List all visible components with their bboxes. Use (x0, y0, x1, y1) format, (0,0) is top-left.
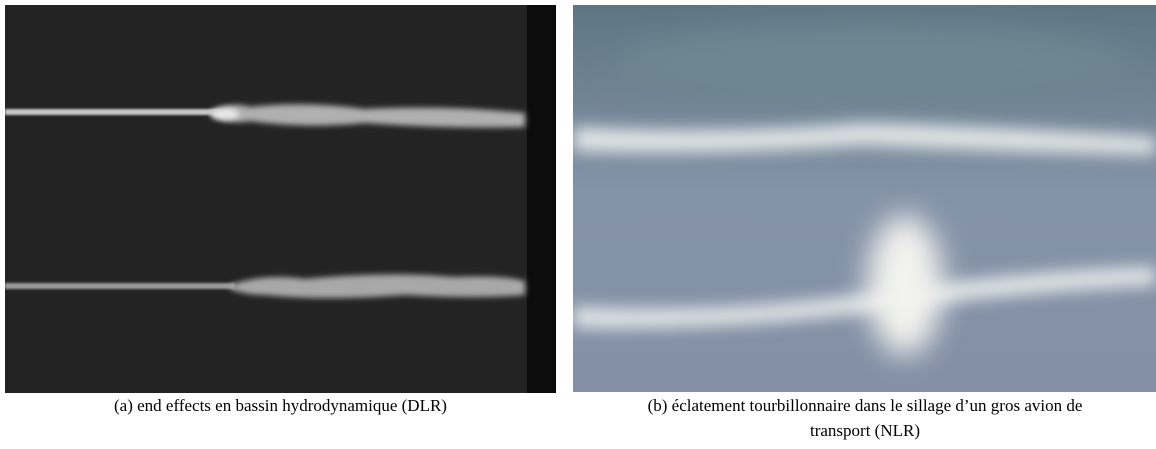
caption: (a) end effects en bassin hydrodynamique… (114, 396, 447, 415)
photo-right (573, 5, 1156, 392)
caption: (b) éclatement tourbillonnaire dans le s… (647, 396, 1083, 440)
photo-left (5, 5, 556, 393)
